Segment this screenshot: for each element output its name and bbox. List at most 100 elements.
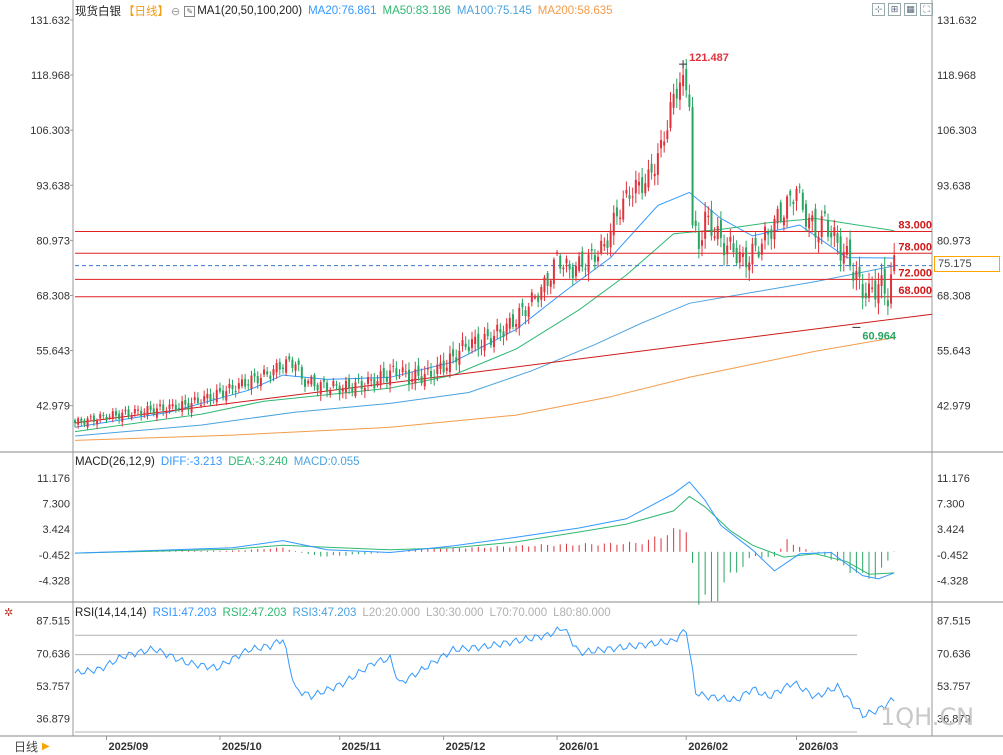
candle-body <box>527 306 530 318</box>
candle-body <box>436 364 439 375</box>
candle-body <box>114 411 117 416</box>
candle-body <box>729 236 732 242</box>
macd-tick-right-1: 7.300 <box>937 499 965 511</box>
x-tick-label-3: 2025/12 <box>446 741 486 753</box>
candle-body <box>155 408 158 418</box>
candle-body <box>707 215 710 218</box>
candle-body <box>508 317 511 329</box>
grid-icon[interactable]: ▦ <box>904 3 917 16</box>
candle-body <box>581 251 584 267</box>
rsi-l20-value: L20:20.000 <box>362 607 420 619</box>
candle-body <box>584 268 587 270</box>
rsi3-value: RSI3:47.203 <box>292 607 357 619</box>
current-price-value: 75.175 <box>938 258 972 270</box>
candle-body <box>231 385 234 390</box>
candle-body <box>215 389 218 403</box>
candle-body <box>222 390 225 398</box>
symbol-name: 现货白银 <box>75 6 121 18</box>
candle-body <box>883 268 886 294</box>
rsi-tick-left-0: 87.515 <box>36 616 70 628</box>
rsi-tick-right-1: 70.636 <box>937 648 971 660</box>
candle-body <box>515 324 518 327</box>
candle-body <box>225 391 228 401</box>
candle-body <box>499 329 502 333</box>
candle-body <box>477 333 480 349</box>
candle-body <box>77 418 80 425</box>
candle-body <box>691 107 694 226</box>
candle-body <box>253 373 256 377</box>
candle-body <box>697 232 700 250</box>
candle-body <box>137 409 140 411</box>
candle-body <box>849 239 852 267</box>
price-tick-left-1: 118.968 <box>31 70 70 82</box>
candle-body <box>726 245 729 255</box>
rsi-tick-right-0: 87.515 <box>937 616 971 628</box>
candle-body <box>187 403 190 410</box>
candle-body <box>719 219 722 238</box>
candle-body <box>83 420 86 425</box>
eye-icon[interactable]: ⊖ <box>171 5 181 18</box>
candle-body <box>782 217 785 226</box>
fullscreen-icon[interactable]: ⛶ <box>920 3 933 16</box>
candle-body <box>259 377 262 387</box>
candle-body <box>149 405 152 411</box>
candle-body <box>767 232 770 235</box>
support-trendline <box>74 313 933 424</box>
fit-icon[interactable]: ⊹ <box>872 3 885 16</box>
candle-body <box>540 287 543 300</box>
candle-body <box>313 374 316 387</box>
candle-body <box>281 367 284 369</box>
edit-icon[interactable]: ✎ <box>184 5 196 17</box>
candle-body <box>534 297 537 299</box>
candle-body <box>808 217 811 229</box>
x-tick-label-2: 2025/11 <box>342 741 381 753</box>
candle-body <box>833 227 836 236</box>
price-tick-left-7: 42.979 <box>36 401 70 413</box>
candle-body <box>597 256 600 262</box>
macd-tick-right-2: 3.424 <box>937 524 965 536</box>
candle-body <box>382 368 385 378</box>
macd-pane-header: MACD(26,12,9) DIFF:-3.213 DEA:-3.240 MAC… <box>75 456 360 468</box>
candle-body <box>338 385 341 395</box>
candle-body <box>360 380 363 389</box>
candle-body <box>682 75 685 87</box>
price-pane-header: 现货白银 【日线】 ⊖ ✎ MA1(20,50,100,200) MA20:76… <box>75 3 613 19</box>
candle-body <box>511 314 514 327</box>
candle-body <box>622 198 625 220</box>
candle-body <box>297 360 300 365</box>
macd-tick-left-1: 7.300 <box>42 499 70 511</box>
candle-body <box>80 418 83 423</box>
candle-body <box>171 404 174 407</box>
expand-icon[interactable]: ⊞ <box>888 3 901 16</box>
x-tick-label-4: 2026/01 <box>559 741 599 753</box>
candle-body <box>127 409 130 416</box>
macd-tick-left-2: 3.424 <box>42 524 70 536</box>
price-tick-right-3: 93.638 <box>937 180 971 192</box>
candle-body <box>430 370 433 377</box>
rsi-tick-left-2: 53.757 <box>36 681 70 693</box>
candle-body <box>530 292 533 303</box>
candle-body <box>263 369 266 375</box>
candle-body <box>672 94 675 108</box>
candle-body <box>615 207 618 217</box>
candle-body <box>351 387 354 393</box>
timeframe-selector[interactable]: 日线 ▶ <box>0 737 72 755</box>
macd-tick-right-4: -4.328 <box>937 575 968 587</box>
candle-body <box>830 232 833 238</box>
candle-body <box>562 267 565 270</box>
rsi-l70-value: L70:70.000 <box>489 607 548 619</box>
candle-body <box>593 254 596 262</box>
candle-body <box>852 272 855 281</box>
candle-body <box>625 190 628 194</box>
candle-body <box>162 404 165 411</box>
candle-body <box>716 225 719 240</box>
candle-body <box>234 390 237 393</box>
candle-body <box>890 274 893 304</box>
candle-body <box>118 413 121 419</box>
chart-toolbar: ⊹ ⊞ ▦ ⛶ <box>872 3 933 16</box>
candle-body <box>209 394 212 401</box>
candle-body <box>688 94 691 107</box>
candle-body <box>433 377 436 379</box>
settings-gear-icon[interactable]: ✲ <box>4 607 14 619</box>
price-tick-left-2: 106.303 <box>30 125 70 137</box>
